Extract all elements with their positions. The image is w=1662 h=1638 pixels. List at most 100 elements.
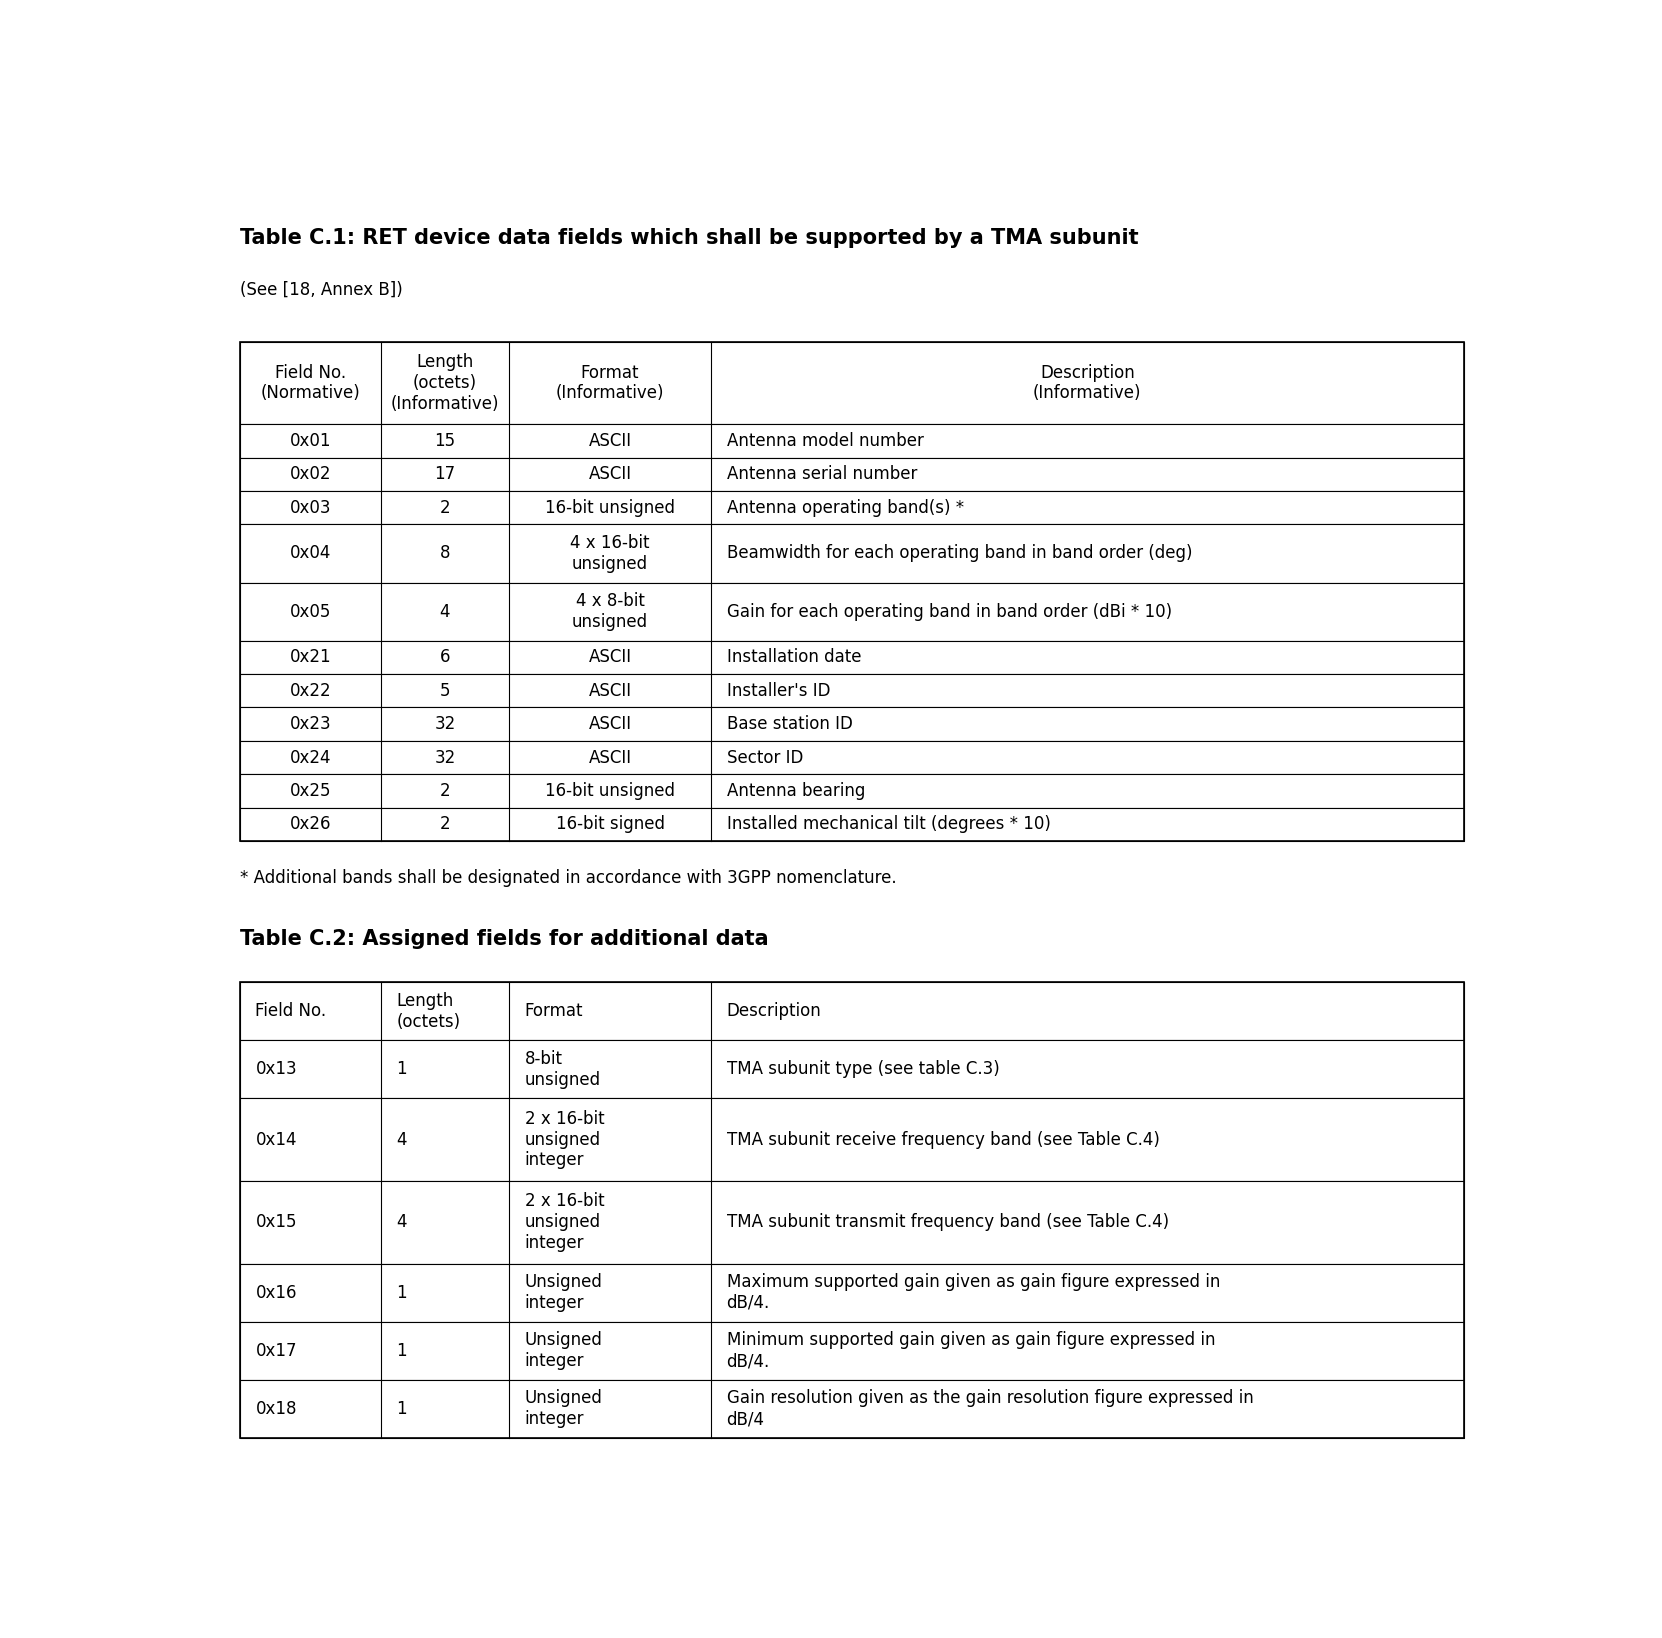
Bar <box>239 1263 1464 1322</box>
Text: 0x21: 0x21 <box>289 649 331 667</box>
Text: Unsigned
integer: Unsigned integer <box>525 1273 603 1312</box>
Bar <box>239 983 1464 1040</box>
Text: 32: 32 <box>434 716 455 734</box>
Text: TMA subunit receive frequency band (see Table C.4): TMA subunit receive frequency band (see … <box>726 1130 1160 1148</box>
Text: 1: 1 <box>396 1342 407 1360</box>
Bar <box>239 583 1464 640</box>
Text: Unsigned
integer: Unsigned integer <box>525 1332 603 1369</box>
Text: 17: 17 <box>434 465 455 483</box>
Text: 1: 1 <box>396 1060 407 1078</box>
Text: 2: 2 <box>440 816 450 834</box>
Text: 0x05: 0x05 <box>289 603 331 621</box>
Bar <box>239 457 1464 491</box>
Text: Installed mechanical tilt (degrees * 10): Installed mechanical tilt (degrees * 10) <box>726 816 1050 834</box>
Text: 4: 4 <box>396 1214 407 1232</box>
Bar <box>239 983 1464 1438</box>
Bar <box>239 491 1464 524</box>
Text: Sector ID: Sector ID <box>726 749 803 767</box>
Text: 0x16: 0x16 <box>256 1284 297 1302</box>
Text: 1: 1 <box>396 1284 407 1302</box>
Text: Field No.
(Normative): Field No. (Normative) <box>261 364 361 403</box>
Text: Maximum supported gain given as gain figure expressed in
dB/4.: Maximum supported gain given as gain fig… <box>726 1273 1220 1312</box>
Text: 0x22: 0x22 <box>289 681 331 699</box>
Text: 5: 5 <box>440 681 450 699</box>
Text: 0x04: 0x04 <box>289 544 331 562</box>
Text: 4 x 8-bit
unsigned: 4 x 8-bit unsigned <box>572 591 648 631</box>
Bar <box>239 808 1464 840</box>
Text: 4: 4 <box>440 603 450 621</box>
Text: Antenna model number: Antenna model number <box>726 432 924 450</box>
Text: Description: Description <box>726 1002 821 1020</box>
Text: 0x18: 0x18 <box>256 1399 297 1417</box>
Text: 2: 2 <box>440 781 450 799</box>
Bar <box>239 775 1464 808</box>
Text: 15: 15 <box>434 432 455 450</box>
Bar <box>239 740 1464 775</box>
Text: 0x24: 0x24 <box>289 749 331 767</box>
Text: 0x15: 0x15 <box>256 1214 297 1232</box>
Text: 2: 2 <box>440 500 450 516</box>
Text: 2 x 16-bit
unsigned
integer: 2 x 16-bit unsigned integer <box>525 1192 605 1251</box>
Text: Table C.1: RET device data fields which shall be supported by a TMA subunit: Table C.1: RET device data fields which … <box>239 228 1138 247</box>
Text: 2 x 16-bit
unsigned
integer: 2 x 16-bit unsigned integer <box>525 1111 605 1170</box>
Text: ASCII: ASCII <box>588 432 632 450</box>
Text: 16-bit unsigned: 16-bit unsigned <box>545 781 675 799</box>
Text: 16-bit unsigned: 16-bit unsigned <box>545 500 675 516</box>
Bar <box>239 1040 1464 1099</box>
Text: (See [18, Annex B]): (See [18, Annex B]) <box>239 282 402 300</box>
Text: ASCII: ASCII <box>588 465 632 483</box>
Text: Field No.: Field No. <box>256 1002 326 1020</box>
Text: Length
(octets): Length (octets) <box>396 993 460 1030</box>
Text: 32: 32 <box>434 749 455 767</box>
Text: ASCII: ASCII <box>588 749 632 767</box>
Text: Table C.2: Assigned fields for additional data: Table C.2: Assigned fields for additiona… <box>239 929 768 950</box>
Text: Description
(Informative): Description (Informative) <box>1034 364 1142 403</box>
Bar <box>239 673 1464 708</box>
Bar <box>239 640 1464 673</box>
Bar <box>239 1322 1464 1379</box>
Text: Antenna operating band(s) *: Antenna operating band(s) * <box>726 500 964 516</box>
Bar <box>239 708 1464 740</box>
Text: Format: Format <box>525 1002 583 1020</box>
Text: 0x03: 0x03 <box>289 500 331 516</box>
Text: 1: 1 <box>396 1399 407 1417</box>
Text: 0x23: 0x23 <box>289 716 331 734</box>
Text: * Additional bands shall be designated in accordance with 3GPP nomenclature.: * Additional bands shall be designated i… <box>239 868 896 886</box>
Text: 8-bit
unsigned: 8-bit unsigned <box>525 1050 600 1089</box>
Text: Installation date: Installation date <box>726 649 861 667</box>
Text: Minimum supported gain given as gain figure expressed in
dB/4.: Minimum supported gain given as gain fig… <box>726 1332 1215 1369</box>
Bar <box>239 1379 1464 1438</box>
Bar <box>239 342 1464 840</box>
Text: 6: 6 <box>440 649 450 667</box>
Text: 0x14: 0x14 <box>256 1130 297 1148</box>
Text: Base station ID: Base station ID <box>726 716 853 734</box>
Text: Antenna serial number: Antenna serial number <box>726 465 917 483</box>
Text: 0x17: 0x17 <box>256 1342 297 1360</box>
Text: Length
(octets)
(Informative): Length (octets) (Informative) <box>391 354 499 413</box>
Bar <box>239 424 1464 457</box>
Text: 16-bit signed: 16-bit signed <box>555 816 665 834</box>
Text: Unsigned
integer: Unsigned integer <box>525 1389 603 1428</box>
Text: 8: 8 <box>440 544 450 562</box>
Bar <box>239 1099 1464 1181</box>
Text: Format
(Informative): Format (Informative) <box>555 364 665 403</box>
Text: 0x26: 0x26 <box>289 816 331 834</box>
Text: 4: 4 <box>396 1130 407 1148</box>
Text: Gain resolution given as the gain resolution figure expressed in
dB/4: Gain resolution given as the gain resolu… <box>726 1389 1253 1428</box>
Text: ASCII: ASCII <box>588 681 632 699</box>
Text: Gain for each operating band in band order (dBi * 10): Gain for each operating band in band ord… <box>726 603 1172 621</box>
Text: TMA subunit type (see table C.3): TMA subunit type (see table C.3) <box>726 1060 999 1078</box>
Text: 0x25: 0x25 <box>289 781 331 799</box>
Bar <box>239 524 1464 583</box>
Text: TMA subunit transmit frequency band (see Table C.4): TMA subunit transmit frequency band (see… <box>726 1214 1168 1232</box>
Text: 0x01: 0x01 <box>289 432 331 450</box>
Text: Antenna bearing: Antenna bearing <box>726 781 864 799</box>
Text: 0x02: 0x02 <box>289 465 331 483</box>
Text: 4 x 16-bit
unsigned: 4 x 16-bit unsigned <box>570 534 650 573</box>
Text: Installer's ID: Installer's ID <box>726 681 829 699</box>
Text: 0x13: 0x13 <box>256 1060 297 1078</box>
Bar <box>239 1181 1464 1263</box>
Text: ASCII: ASCII <box>588 716 632 734</box>
Text: Beamwidth for each operating band in band order (deg): Beamwidth for each operating band in ban… <box>726 544 1192 562</box>
Text: ASCII: ASCII <box>588 649 632 667</box>
